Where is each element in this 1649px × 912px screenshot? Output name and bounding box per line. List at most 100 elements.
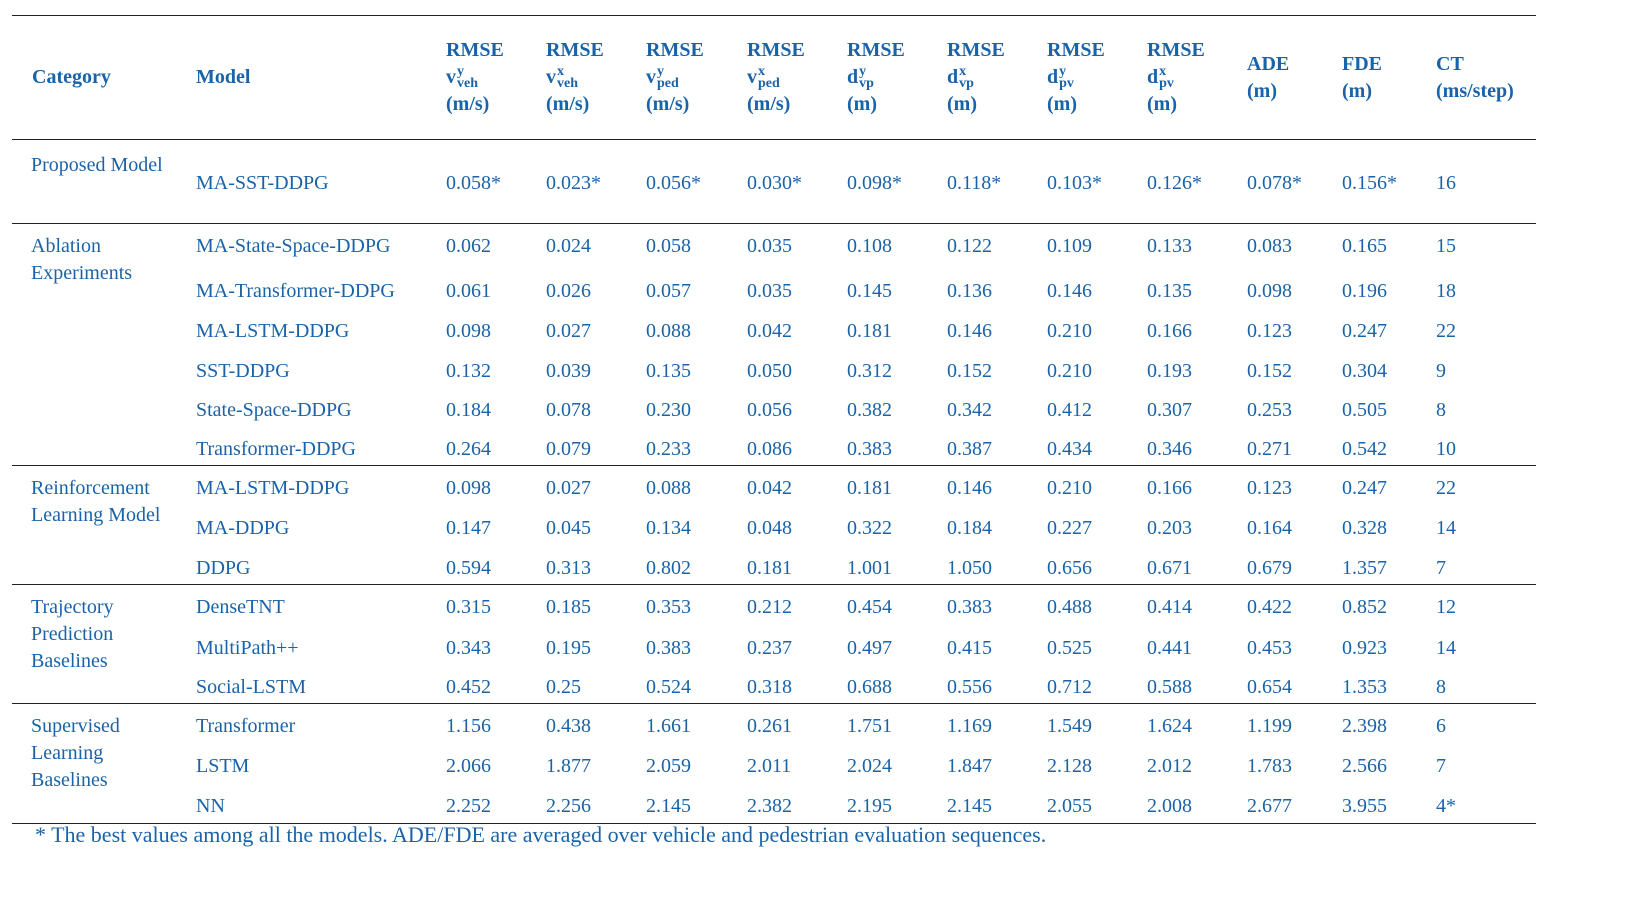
model-cell: MA-SST-DDPG [196,172,329,194]
symbol-base: v [446,66,456,88]
value-cell: 18 [1436,279,1456,302]
value-cell: 0.247 [1342,477,1387,499]
value-cell: 2.008 [1147,794,1192,817]
header-metric-unit: (m) [947,93,977,115]
value-cell: 0.181 [847,477,892,499]
header-metric-2: RMSE v y ped (m/s) [626,16,727,140]
value-cell: 0.146 [1047,279,1092,302]
table-group: Supervised Learning Baselines Transformer… [12,704,1536,824]
symbol-base: v [747,66,757,88]
value-cell: 0.196 [1342,279,1387,302]
value-cell: 0.098* [847,172,902,194]
value-cell: 0.146 [947,477,992,499]
symbol-base: d [1147,66,1159,88]
value-cell: 1.847 [947,754,992,777]
value-cell: 0.058* [446,172,501,194]
value-cell: 0.343 [446,636,491,659]
value-cell: 2.066 [446,754,491,777]
value-cell: 0.042 [747,319,792,342]
table-row: Transformer-DDPG 0.264 0.079 0.233 0.086 0.38… [12,426,1536,466]
value-cell: 0.058 [646,235,691,257]
header-metric-unit: (m/s) [747,93,791,115]
header-fde-label: FDE [1342,52,1382,75]
value-cell: 1.169 [947,715,992,737]
header-metric-label: RMSE [1147,39,1205,61]
value-cell: 0.056* [646,172,701,194]
value-cell: 0.203 [1147,516,1192,539]
value-cell: 0.318 [747,675,792,698]
value-cell: 0.247 [1342,319,1387,342]
model-cell: MultiPath++ [196,636,299,659]
symbol-sup: x [1159,64,1167,80]
model-cell: MA-Transformer-DDPG [196,279,395,302]
value-cell: 16 [1436,172,1456,194]
value-cell: 1.877 [546,754,591,777]
results-table-container: Category Model RMSE v y veh (m/s) RMSE v x veh (m… [12,15,1536,824]
header-metric-label: RMSE [1047,39,1105,61]
value-cell: 2.059 [646,754,691,777]
value-cell: 2.011 [747,754,792,777]
value-cell: 0.088 [646,319,691,342]
value-cell: 2.398 [1342,715,1387,737]
value-cell: 0.383 [646,636,691,659]
value-cell: 2.145 [947,794,992,817]
value-cell: 2.677 [1247,794,1292,817]
table-row: Proposed Model MA-SST-DDPG 0.058* 0.023* 0.0… [12,140,1536,224]
value-cell: 0.103* [1047,172,1102,194]
value-cell: 0.342 [947,398,992,421]
symbol-base: v [546,66,556,88]
value-cell: 0.654 [1247,675,1292,698]
value-cell: 0.488 [1047,596,1092,618]
header-metric-unit: (m) [1047,93,1077,115]
value-cell: 0.035 [747,279,792,302]
value-cell: 1.357 [1342,556,1387,579]
value-cell: 2.195 [847,794,892,817]
value-cell: 0.027 [546,477,591,499]
value-cell: 0.556 [947,675,992,698]
header-metric-unit: (m) [1147,93,1177,115]
category-cell: Proposed Model [31,154,163,176]
symbol-sub: pv [1159,76,1174,92]
category-cell: Reinforcement Learning Model [31,477,161,526]
header-metric-7: RMSE d x pv (m) [1127,16,1227,140]
value-cell: 0.098 [446,319,491,342]
model-cell: MA-LSTM-DDPG [196,477,350,499]
value-cell: 0.227 [1047,516,1092,539]
value-cell: 10 [1436,437,1456,460]
header-metric-label: RMSE [947,39,1005,61]
value-cell: 0.132 [446,359,491,382]
value-cell: 0.525 [1047,636,1092,659]
header-metric-6: RMSE d y pv (m) [1027,16,1127,140]
value-cell: 0.264 [446,437,491,460]
table-row: Supervised Learning Baselines Transformer… [12,704,1536,791]
value-cell: 0.434 [1047,437,1092,460]
value-cell: 2.252 [446,794,491,817]
value-cell: 0.312 [847,359,892,382]
value-cell: 0.024 [546,235,591,257]
value-cell: 0.497 [847,636,892,659]
model-cell: SST-DDPG [196,359,290,382]
header-ct: CT (ms/step) [1416,16,1536,140]
value-cell: 1.783 [1247,754,1292,777]
value-cell: 0.086 [747,437,792,460]
value-cell: 2.145 [646,794,691,817]
category-cell: Supervised Learning Baselines [31,715,120,791]
value-cell: 0.438 [546,715,591,737]
value-cell: 0.181 [847,319,892,342]
value-cell: 0.542 [1342,437,1387,460]
value-cell: 0.594 [446,556,491,579]
table-group: Reinforcement Learning Model MA-LSTM-DDPG… [12,466,1536,585]
value-cell: 14 [1436,516,1456,539]
value-cell: 0.109 [1047,235,1092,257]
value-cell: 0.414 [1147,596,1192,618]
value-cell: 0.184 [947,516,992,539]
table-row: LSTM 2.066 1.877 2.059 2.011 2.024 1.847 2.128 2… [12,744,1536,783]
table-row: Reinforcement Learning Model MA-LSTM-DDPG… [12,466,1536,526]
value-cell: 22 [1436,477,1456,499]
value-cell: 0.415 [947,636,992,659]
value-cell: 0.056 [747,398,792,421]
value-cell: 0.212 [747,596,792,618]
value-cell: 1.751 [847,715,892,737]
value-cell: 0.453 [1247,636,1292,659]
value-cell: 0.136 [947,279,992,302]
